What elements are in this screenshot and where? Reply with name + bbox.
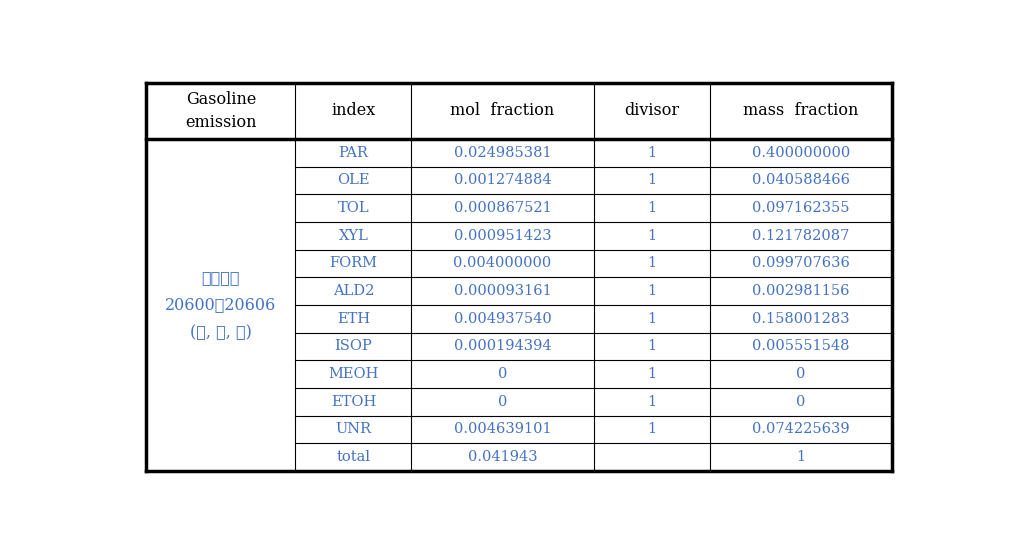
Text: 1: 1 (647, 339, 656, 353)
Text: TOL: TOL (337, 201, 369, 215)
Text: 1: 1 (647, 284, 656, 298)
Text: 0.041943: 0.041943 (468, 450, 538, 464)
Text: 0.004639101: 0.004639101 (454, 423, 551, 436)
Text: 0.001274884: 0.001274884 (454, 173, 551, 187)
Text: 1: 1 (647, 256, 656, 270)
Text: 0.002981156: 0.002981156 (753, 284, 850, 298)
Text: 1: 1 (647, 201, 656, 215)
Text: 1: 1 (647, 229, 656, 243)
Text: 연료코드: 연료코드 (202, 269, 240, 286)
Text: 0.074225639: 0.074225639 (752, 423, 850, 436)
Text: ETH: ETH (337, 312, 370, 326)
Text: 1: 1 (796, 450, 805, 464)
Text: 0.005551548: 0.005551548 (753, 339, 850, 353)
Text: 0: 0 (796, 395, 805, 409)
Text: 0.000093161: 0.000093161 (454, 284, 551, 298)
Text: 0: 0 (796, 367, 805, 381)
Text: 0.004000000: 0.004000000 (454, 256, 552, 270)
Text: 0.158001283: 0.158001283 (752, 312, 850, 326)
Text: 0.000867521: 0.000867521 (454, 201, 551, 215)
Text: XYL: XYL (338, 229, 369, 243)
Text: (면, 점, 선): (면, 점, 선) (189, 324, 252, 341)
Text: 0.000194394: 0.000194394 (454, 339, 551, 353)
Text: mol  fraction: mol fraction (451, 102, 555, 119)
Text: FORM: FORM (329, 256, 378, 270)
Text: Gasoline
emission: Gasoline emission (185, 90, 256, 131)
Text: 1: 1 (647, 173, 656, 187)
Text: ISOP: ISOP (334, 339, 373, 353)
Text: 1: 1 (647, 146, 656, 160)
Text: MEOH: MEOH (328, 367, 379, 381)
Text: 0.000951423: 0.000951423 (454, 229, 551, 243)
Text: 0.097162355: 0.097162355 (753, 201, 850, 215)
Text: 1: 1 (647, 312, 656, 326)
Text: 0.024985381: 0.024985381 (454, 146, 551, 160)
Text: 0: 0 (498, 367, 508, 381)
Text: 1: 1 (647, 395, 656, 409)
Text: 0.121782087: 0.121782087 (753, 229, 850, 243)
Text: 1: 1 (647, 423, 656, 436)
Text: PAR: PAR (338, 146, 369, 160)
Text: 0: 0 (498, 395, 508, 409)
Text: 0.004937540: 0.004937540 (454, 312, 551, 326)
Text: 1: 1 (647, 367, 656, 381)
Text: 0.400000000: 0.400000000 (752, 146, 850, 160)
Text: index: index (331, 102, 376, 119)
Text: mass  fraction: mass fraction (744, 102, 859, 119)
Text: 20600－20606: 20600－20606 (165, 296, 277, 313)
Text: UNR: UNR (335, 423, 372, 436)
Text: ALD2: ALD2 (332, 284, 374, 298)
Text: 0.040588466: 0.040588466 (752, 173, 850, 187)
Text: ETOH: ETOH (331, 395, 376, 409)
Text: 0.099707636: 0.099707636 (752, 256, 850, 270)
Text: total: total (336, 450, 371, 464)
Text: divisor: divisor (624, 102, 680, 119)
Text: OLE: OLE (337, 173, 370, 187)
